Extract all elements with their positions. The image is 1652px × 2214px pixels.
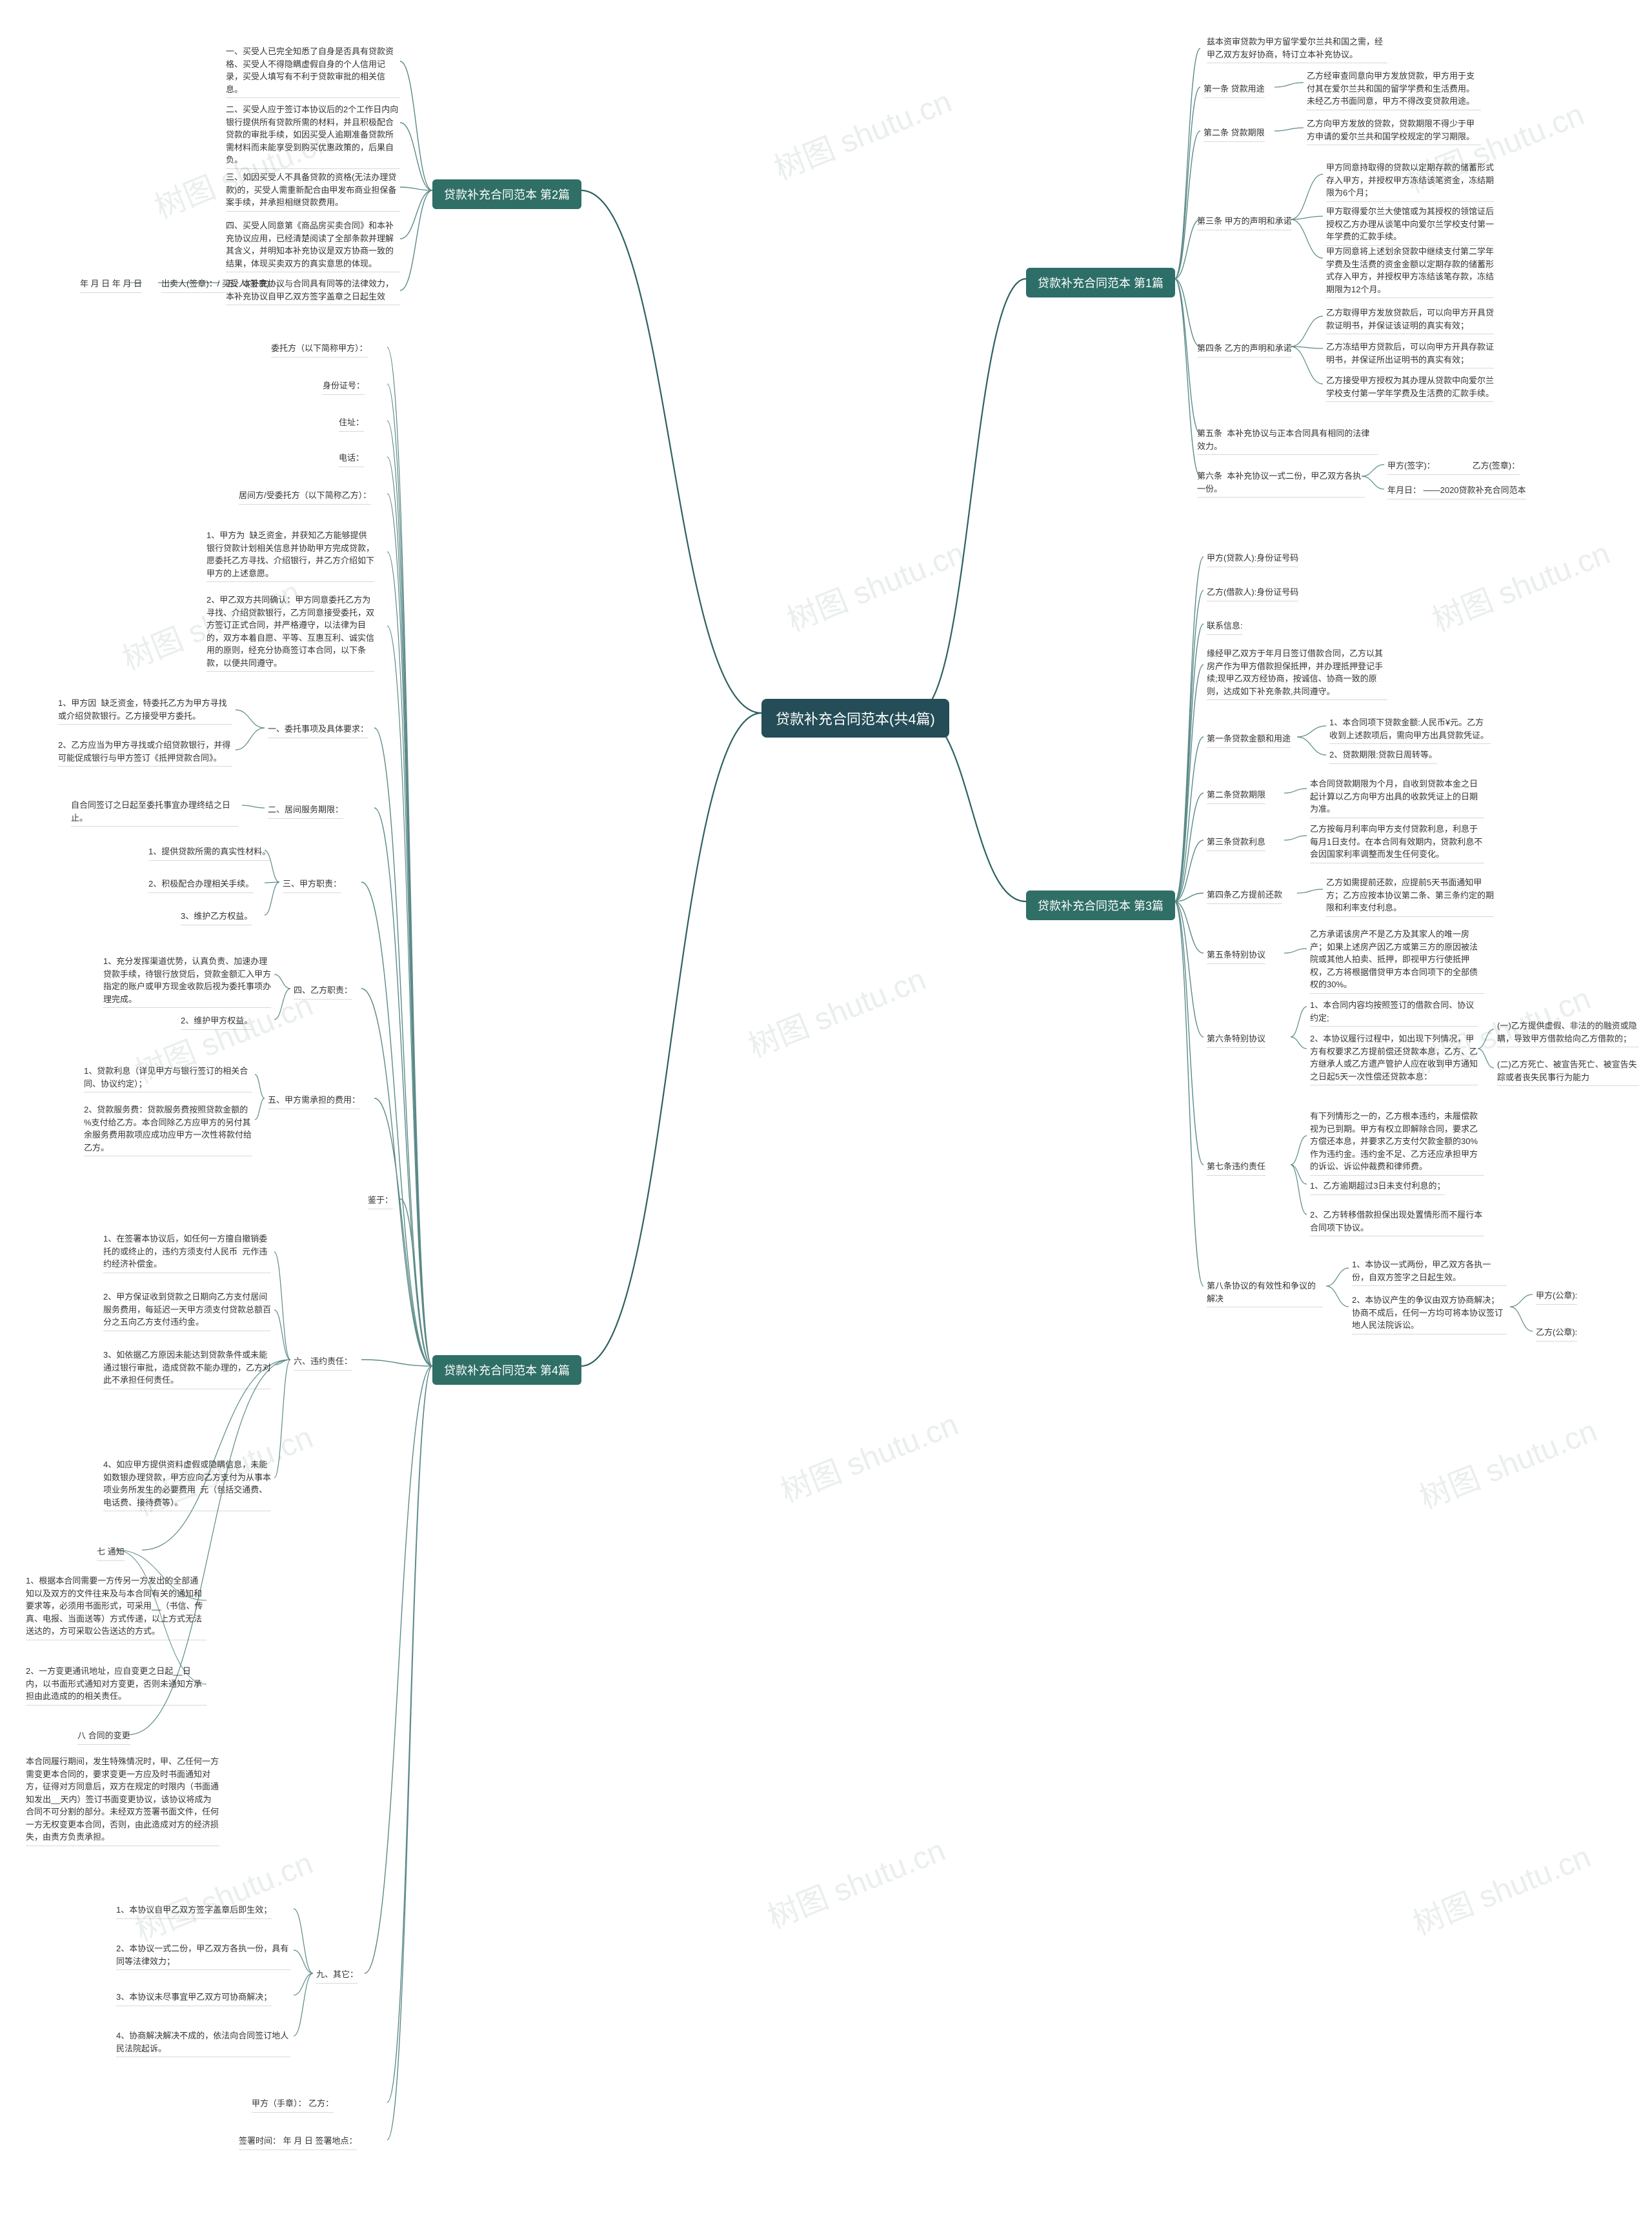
c2-1: 二、买受人应于签订本协议后的2个工作日内向银行提供所有贷款所需的材料，并且积极配… bbox=[226, 103, 400, 169]
c4-s6-c0: 1、在签署本协议后，如任何一方擅自撤销委托的或终止的，违约方须支付人民币 元作违… bbox=[103, 1233, 271, 1273]
c4-h2: 住址： bbox=[339, 416, 364, 432]
c3-h1: 乙方(借款人):身份证号码 bbox=[1207, 586, 1298, 601]
c4-s3-c2: 3、维护乙方权益。 bbox=[181, 910, 252, 925]
c3-i7-c0: 有下列情形之一的，乙方根本违约，未履偿款视为已到期。甲方有权立即解除合同，要求乙… bbox=[1310, 1110, 1484, 1176]
c3-i3-label: 第三条贷款利息 bbox=[1207, 836, 1265, 851]
c1-item3-label: 第三条 甲方的声明和承诺 bbox=[1197, 215, 1292, 230]
c4-s9-c1: 2、本协议一式二份，甲乙双方各执一份，具有同等法律效力； bbox=[116, 1942, 290, 1970]
c1-item1-label: 第一条 贷款用途 bbox=[1204, 83, 1265, 98]
c3-i2-text: 本合同贷款期限为个月，自收到贷款本金之日起计算以乙方向甲方出具的收款凭证上的日期… bbox=[1310, 778, 1484, 818]
c1-item4-c2: 乙方接受甲方授权为其办理从贷款中向爱尔兰学校支付第一学年学费及生活费的汇款手续。 bbox=[1326, 374, 1494, 402]
c3-i8-label: 第八条协议的有效性和争议的解决 bbox=[1207, 1280, 1323, 1307]
c1-item6-c0: 甲方(签字)： 乙方(签章)： bbox=[1387, 459, 1520, 475]
c4-s7-label: 七 通知 bbox=[97, 1545, 125, 1561]
c2-2: 三、如因买受人不具备贷款的资格(无法办理贷款)的，买受人需重新配合由甲发布商业担… bbox=[226, 171, 400, 212]
c1-item5: 第五条 本补充协议与正本合同具有相同的法律效力。 bbox=[1197, 427, 1378, 455]
c1-intro: 兹本资审贷款为甲方留学爱尔兰共和国之需，经甲乙双方友好协商，特订立本补充协议。 bbox=[1207, 35, 1387, 63]
c4-s1-c0: 1、甲方因 缺乏资金，特委托乙方为甲方寻找或介绍贷款银行。乙方接受甲方委托。 bbox=[58, 697, 232, 725]
c4-s6-c1: 2、甲方保证收到贷款之日期向乙方支付居间服务费用，每延迟一天甲方须支付贷款总额百… bbox=[103, 1291, 271, 1331]
c3-i6-label: 第六条特别协议 bbox=[1207, 1032, 1265, 1048]
c4-s3-label: 三、甲方职责： bbox=[283, 878, 341, 893]
c4-footer0: 甲方（手章）： 乙方： bbox=[252, 2097, 334, 2113]
c1-item6-c1: 年月日： ——2020贷款补充合同范本 bbox=[1387, 484, 1526, 499]
c3-i8-c1: 2、本协议产生的争议由双方协商解决；协商不成后，任何一方均可将本协议签订地人民法… bbox=[1352, 1294, 1507, 1334]
c3-i4-text: 乙方如需提前还款，应提前5天书面通知甲方；乙方应按本协议第二条、第三条约定的期限… bbox=[1326, 876, 1494, 917]
c2-0: 一、买受人已完全知悉了自身是否具有贷款资格、买受人不得隐瞒虚假自身的个人信用记录… bbox=[226, 45, 400, 98]
c4-s8-label: 八 合同的变更 bbox=[77, 1729, 130, 1745]
c1-item2-label: 第二条 贷款期限 bbox=[1204, 126, 1265, 142]
c4-s4-label: 四、乙方职责： bbox=[294, 984, 352, 1000]
c3-h3: 缘经甲乙双方于年月日签订借款合同，乙方以其房产作为甲方借款担保抵押，并办理抵押登… bbox=[1207, 647, 1387, 700]
c4-s8-text: 本合同履行期间，发生特殊情况时，甲、乙任何一方需变更本合同的，要求变更一方应及时… bbox=[26, 1755, 219, 1846]
c3-i7-c1: 1、乙方逾期超过3日未支付利息的； bbox=[1310, 1180, 1445, 1195]
c3-h0: 甲方(贷款人):身份证号码 bbox=[1207, 552, 1298, 567]
c3-i7-c2: 2、乙方转移借款担保出现处置情形而不履行本合同项下协议。 bbox=[1310, 1209, 1484, 1236]
c4-s9-c0: 1、本协议自甲乙双方签字盖章后即生效； bbox=[116, 1904, 272, 1919]
c4-h1: 身份证号： bbox=[323, 379, 365, 395]
c2-3: 四、买受人同意第《商品房买卖合同》和本补充协议应用，已经清楚阅读了全部条款并理解… bbox=[226, 219, 400, 272]
chapter-4: 贷款补充合同范本 第4篇 bbox=[432, 1355, 581, 1385]
c1-item4-label: 第四条 乙方的声明和承诺 bbox=[1197, 342, 1292, 357]
c3-i6-s1: (二)乙方死亡、被宣告死亡、被宣告失踪或者丧失民事行为能力 bbox=[1497, 1058, 1639, 1086]
c4-s2-text: 自合同签订之日起至委托事宜办理终结之日止。 bbox=[71, 799, 239, 827]
c1-item1-text: 乙方经审查同意向甲方发放贷款，甲方用于支付其在爱尔兰共和国的留学学费和生活费用。… bbox=[1307, 70, 1481, 110]
c3-i6-c0: 1、本合同内容均按照签订的借款合同、协议约定; bbox=[1310, 999, 1478, 1027]
c4-s9-c3: 4、协商解决解决不成的，依法向合同签订地人民法院起诉。 bbox=[116, 2029, 290, 2057]
c3-i6-s0: (一)乙方提供虚假、非法的的融资或隐瞒，导致甲方借款给向乙方借款的； bbox=[1497, 1020, 1639, 1047]
c1-item2-text: 乙方向甲方发放的贷款，贷款期限不得少于甲方申请的爱尔兰共和国学校规定的学习期限。 bbox=[1307, 117, 1481, 145]
c4-s9-label: 九、其它： bbox=[316, 1968, 358, 1984]
c3-i8-s1: 乙方(公章): bbox=[1536, 1326, 1577, 1342]
c4-s3-c1: 2、积极配合办理相关手续。 bbox=[148, 878, 254, 893]
c1-item4-c0: 乙方取得甲方发放贷款后，可以向甲方开具贷款证明书，并保证该证明的真实有效； bbox=[1326, 307, 1494, 334]
c1-item3-c0: 甲方同意持取得的贷款以定期存款的储蓄形式存入甲方，并授权甲方冻结该笔资金，冻结期… bbox=[1326, 161, 1494, 202]
c2-prefix-label: 年 月 日 年 月 日 bbox=[58, 277, 142, 293]
c3-i1-label: 第一条贷款金额和用途 bbox=[1207, 732, 1291, 748]
c1-item3-c2: 甲方同意将上述划余贷款中继续支付第二学年学费及生活费的资金金额以定期存款的储蓄形… bbox=[1326, 245, 1494, 298]
c4-h4: 居间方/受委托方（以下简称乙方）： bbox=[239, 489, 371, 505]
c4-s6-c3: 4、如应甲方提供资料虚假或隐瞒信息，未能如数银办理贷款，甲方应向乙方支付为从事本… bbox=[103, 1458, 271, 1511]
c1-item6-label: 第六条 本补充协议一式二份，甲乙双方各执一份。 bbox=[1197, 470, 1365, 498]
c4-s6-label: 六、违约责任： bbox=[294, 1355, 352, 1371]
c4-s2-label: 二、居间服务期限： bbox=[268, 803, 343, 819]
c4-footer1: 签署时间： 年 月 日 签署地点： bbox=[239, 2135, 357, 2150]
c4-h3: 电话： bbox=[339, 452, 364, 467]
c4-s4-c1: 2、维护甲方权益。 bbox=[181, 1014, 252, 1030]
c3-i8-s0: 甲方(公章): bbox=[1536, 1289, 1577, 1305]
c4-s9-c2: 3、本协议未尽事宜甲乙双方可协商解决； bbox=[116, 1991, 272, 2006]
c3-i2-label: 第二条贷款期限 bbox=[1207, 789, 1265, 804]
c3-i7-label: 第七条违约责任 bbox=[1207, 1160, 1265, 1176]
c3-i1-c0: 1、本合同项下贷款金额:人民币¥元。乙方收到上述款项后，需向甲方出具贷款凭证。 bbox=[1329, 716, 1491, 744]
c3-i6-c1: 2、本协议履行过程中，如出现下列情况，甲方有权要求乙方提前偿还贷款本息，乙方、乙… bbox=[1310, 1032, 1478, 1085]
c4-s5-c1: 2、贷款服务费：贷款服务费按照贷款金额的 %支付给乙方。本合同除乙方应甲方的另付… bbox=[84, 1103, 252, 1156]
c4-s1-c1: 2、乙方应当为甲方寻找或介绍贷款银行，并得可能促成银行与甲方签订《抵押贷款合同》… bbox=[58, 739, 232, 767]
c3-i8-c0: 1、本协议一式两份，甲乙双方各执一份，自双方签字之日起生效。 bbox=[1352, 1258, 1507, 1286]
chapter-1: 贷款补充合同范本 第1篇 bbox=[1026, 268, 1175, 297]
c4-s4-c0: 1、充分发挥渠道优势，认真负责、加速办理贷款手续，待银行放贷后，贷款金额汇入甲方… bbox=[103, 955, 271, 1008]
c4-s6-c2: 3、如依据乙方原因未能达到贷款条件或未能通过银行审批，造成贷款不能办理的，乙方对… bbox=[103, 1349, 271, 1389]
c3-i3-text: 乙方按每月利率向甲方支付贷款利息，利息于每月1日支付。在本合同有效期内，贷款利息… bbox=[1310, 823, 1484, 863]
c4-h0: 委托方（以下简称甲方）： bbox=[271, 342, 368, 357]
root-node: 贷款补充合同范本(共4篇) bbox=[761, 699, 949, 738]
c1-item4-c1: 乙方冻结甲方贷款后，可以向甲方开具存款证明书，并保证所出证明书的真实有效； bbox=[1326, 341, 1494, 368]
c4-s7-c0: 1、根据本合同需要一方传另一方发出的全部通知以及双方的文件往来及与本合同有关的通… bbox=[26, 1575, 206, 1640]
chapter-3: 贷款补充合同范本 第3篇 bbox=[1026, 891, 1175, 920]
c4-s3-c0: 1、提供贷款所需的真实性材料。 bbox=[148, 845, 270, 861]
c4-intro1: 2、甲乙双方共同确认：甲方同意委托乙方为寻找、介绍贷款银行，乙方同意接受委托，双… bbox=[206, 594, 374, 672]
chapter-2: 贷款补充合同范本 第2篇 bbox=[432, 179, 581, 209]
c3-i5-text: 乙方承诺该房产不是乙方及其家人的唯一房产；如果上述房产因乙方或第三方的原因被法院… bbox=[1310, 928, 1484, 994]
c4-s5-c0: 1、贷款利息（详见甲方与银行签订的相关合同、协议约定）； bbox=[84, 1065, 252, 1092]
c3-i1-c1: 2、贷款期限:贷款日周转等。 bbox=[1329, 749, 1437, 764]
c4-s5-label: 五、甲方需承担的费用： bbox=[268, 1094, 360, 1109]
c1-item3-c1: 甲方取得爱尔兰大使馆或为其授权的领馆证后授权乙方办理从谈笔中向爱尔兰学校支付第一… bbox=[1326, 205, 1494, 246]
c2-4: 五、本补充协议与合同具有同等的法律效力，本补充协议自甲乙双方签字盖章之日起生效 bbox=[226, 277, 400, 305]
c4-intro0: 1、甲方为 缺乏资金，并获知乙方能够提供银行贷款计划相关信息并协助甲方完成贷款，… bbox=[206, 529, 374, 582]
c3-h2: 联系信息: bbox=[1207, 619, 1243, 635]
c3-i4-label: 第四条乙方提前还款 bbox=[1207, 889, 1282, 904]
c3-i5-label: 第五条特别协议 bbox=[1207, 949, 1265, 964]
c4-s7-c1: 2、一方变更通讯地址，应自变更之日起__日内，以书面形式通知对方变更，否则未通知… bbox=[26, 1665, 206, 1706]
c4-s1-label: 一、委托事项及具体要求： bbox=[268, 723, 368, 738]
c4-extra: 鉴于： bbox=[368, 1194, 393, 1209]
